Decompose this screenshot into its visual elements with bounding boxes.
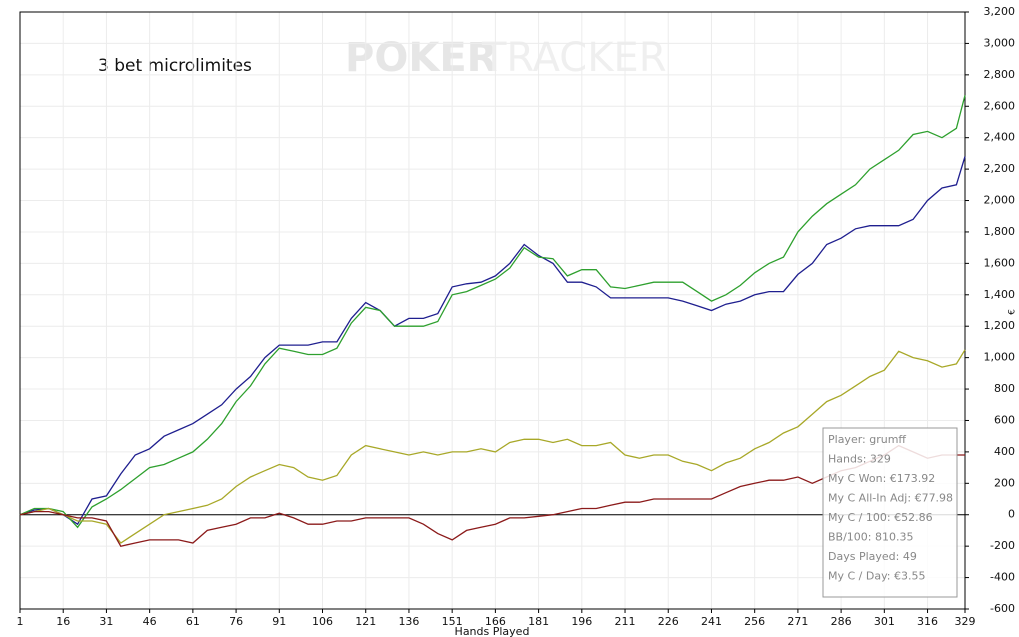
x-tick-label: 61 [186, 615, 200, 628]
tooltip-line: My C Won: €173.92 [828, 472, 935, 485]
y-tick-label: 2,600 [984, 99, 1016, 112]
x-tick-label: 181 [528, 615, 549, 628]
y-tick-label: 1,000 [984, 351, 1016, 364]
x-tick-label: 211 [615, 615, 636, 628]
tooltip-line: My C / 100: €52.86 [828, 511, 933, 524]
x-tick-label: 271 [787, 615, 808, 628]
y-tick-label: 2,000 [984, 194, 1016, 207]
y-tick-label: 400 [994, 445, 1015, 458]
tooltip-line: My C / Day: €3.55 [828, 570, 926, 583]
y-tick-label: -600 [990, 602, 1015, 615]
y-tick-label: -400 [990, 571, 1015, 584]
y-tick-label: 1,400 [984, 288, 1016, 301]
chart-title: 3 bet microlimites [98, 56, 252, 76]
series-line [19, 349, 966, 544]
series-line [19, 95, 966, 529]
series-line [19, 156, 966, 526]
x-axis-label: Hands Played [455, 625, 530, 637]
x-tick-label: 316 [917, 615, 938, 628]
y-tick-label: 2,400 [984, 131, 1016, 144]
x-tick-label: 76 [229, 615, 243, 628]
watermark: TRACKER [481, 35, 667, 81]
tooltip-line: Days Played: 49 [828, 550, 917, 563]
y-tick-label: 1,800 [984, 225, 1016, 238]
x-tick-label: 1 [17, 615, 24, 628]
y-tick-label: 600 [994, 413, 1015, 426]
x-tick-label: 329 [955, 615, 976, 628]
y-tick-label: 2,200 [984, 162, 1016, 175]
tooltip-line: BB/100: 810.35 [828, 531, 914, 544]
y-tick-label: 1,600 [984, 256, 1016, 269]
y-tick-label: 200 [994, 476, 1015, 489]
y-tick-label: 1,200 [984, 319, 1016, 332]
tooltip: Player: grumff Hands: 329 My C Won: €173.9… [822, 427, 958, 598]
x-tick-label: 166 [485, 615, 506, 628]
x-tick-label: 256 [744, 615, 765, 628]
tooltip-line: Player: grumff [828, 433, 906, 446]
tooltip-line: My C All-In Adj: €77.98 [828, 492, 953, 505]
series-line [19, 444, 965, 547]
x-tick-label: 151 [442, 615, 463, 628]
x-tick-label: 31 [99, 615, 113, 628]
y-tick-label: 0 [1008, 508, 1015, 521]
y-tick-label: -200 [990, 539, 1015, 552]
y-tick-label: 3,200 [984, 5, 1016, 18]
x-tick-label: 241 [701, 615, 722, 628]
x-tick-label: 46 [143, 615, 157, 628]
y-tick-label: 2,800 [984, 68, 1016, 81]
x-tick-label: 91 [272, 615, 286, 628]
x-tick-label: 106 [312, 615, 333, 628]
plot-frame [19, 11, 966, 610]
x-tick-label: 286 [831, 615, 852, 628]
tooltip-box [822, 427, 958, 598]
y-axis-label: € [1008, 309, 1018, 315]
x-tick-label: 226 [658, 615, 679, 628]
y-tick-label: 800 [994, 382, 1015, 395]
x-tick-label: 16 [56, 615, 70, 628]
watermark: POKER [345, 35, 497, 81]
x-tick-label: 301 [874, 615, 895, 628]
tooltip-line: Hands: 329 [828, 453, 891, 466]
x-tick-label: 196 [571, 615, 592, 628]
x-tick-label: 121 [355, 615, 376, 628]
y-tick-label: 3,000 [984, 36, 1016, 49]
x-tick-label: 136 [398, 615, 419, 628]
